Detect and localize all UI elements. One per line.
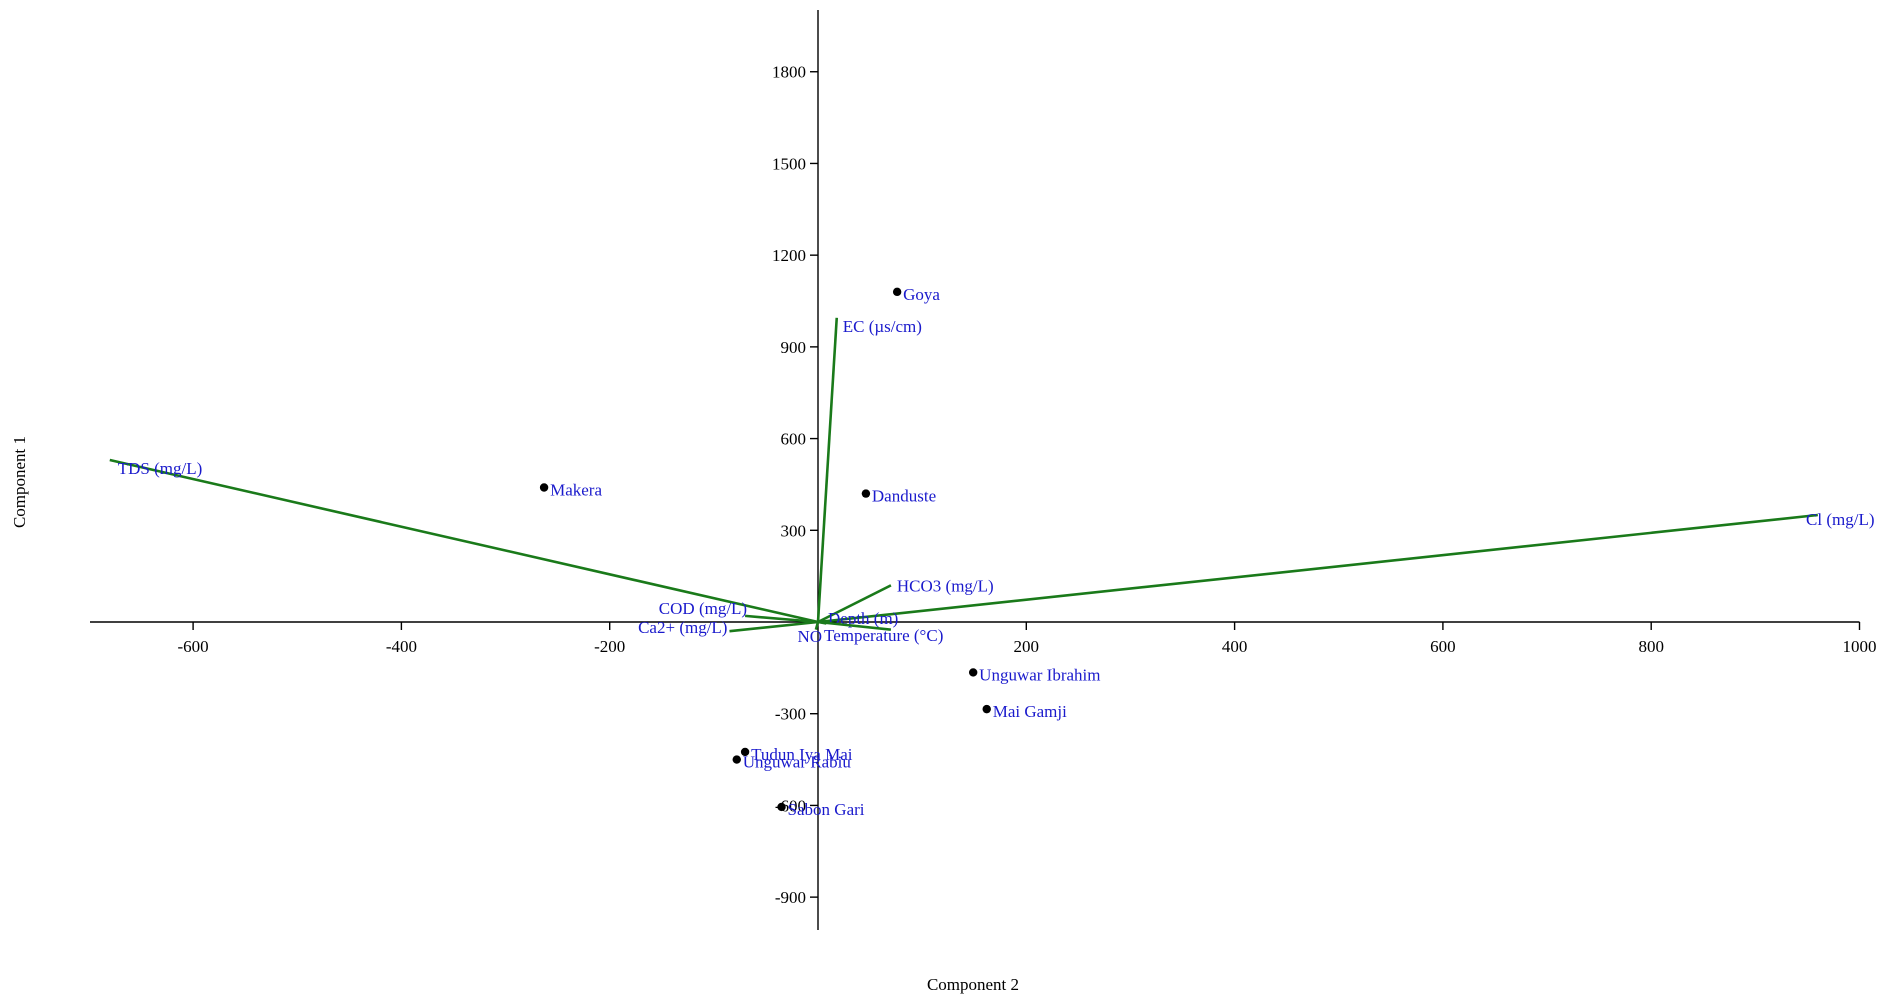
y-tick-label: 1800 — [772, 63, 806, 82]
loading-vectors: EC (µs/cm) TDS (mg/L) Cl (mg/L) HCO3 (mg/L)… — [109, 317, 1875, 646]
x-tick-label: 600 — [1430, 637, 1456, 656]
y-tick-label: 1500 — [772, 154, 806, 173]
score-point — [982, 704, 991, 714]
loading-vector — [744, 614, 819, 624]
x-tick-label: 400 — [1222, 637, 1248, 656]
loading-vector — [814, 621, 820, 630]
score-point — [740, 747, 750, 757]
loading-vector — [816, 317, 839, 623]
loading-vector — [817, 513, 1818, 624]
vector-label: EC (µs/cm) — [843, 317, 922, 336]
score-point — [539, 483, 549, 492]
point-label: Danduste — [872, 487, 936, 506]
vector-label: Depth (m) — [828, 609, 898, 628]
loading-vector — [109, 458, 819, 624]
y-tick-label: 900 — [781, 338, 807, 357]
y-tick-label: 600 — [781, 430, 807, 449]
point-label: Unguwar Rabiu — [743, 753, 852, 772]
point-label: Sabon Gari — [788, 800, 865, 819]
score-point — [892, 287, 902, 297]
vector-label: Cl (mg/L) — [1806, 510, 1874, 529]
loading-vector — [729, 620, 819, 633]
x-tick-label: 1000 — [1843, 637, 1877, 656]
score-point — [732, 755, 741, 764]
x-tick-label: -400 — [386, 637, 417, 656]
score-point — [861, 489, 871, 498]
vector-label: HCO3 (mg/L) — [897, 576, 994, 595]
x-tick-label: -600 — [178, 637, 209, 656]
y-tick-label: -900 — [775, 888, 806, 907]
x-ticks: -600 -400 -200 200 400 600 800 1000 — [178, 622, 1877, 656]
x-tick-label: 800 — [1638, 637, 1664, 656]
y-tick-label: 300 — [781, 521, 807, 540]
point-label: Unguwar Ibrahim — [979, 665, 1100, 684]
x-axis-title: Component 2 — [927, 975, 1019, 994]
y-axis-title: Component 1 — [10, 436, 29, 528]
x-tick-label: 200 — [1014, 637, 1040, 656]
x-tick-label: -200 — [594, 637, 625, 656]
vector-label: COD (mg/L) — [659, 599, 747, 618]
vector-label: TDS (mg/L) — [118, 459, 203, 478]
point-label: Mai Gamji — [993, 702, 1067, 721]
y-tick-label: -300 — [775, 705, 806, 724]
vector-label: Ca2+ (mg/L) — [638, 618, 727, 637]
loading-vector — [817, 620, 892, 631]
point-label: Tudun Iya Mai — [751, 745, 853, 764]
vector-label: NO — [797, 627, 822, 646]
score-point — [968, 668, 978, 677]
axes — [90, 10, 1860, 930]
score-point — [777, 802, 786, 812]
loading-vector — [817, 584, 892, 624]
point-label: Goya — [903, 285, 940, 304]
score-points: Goya Makera Danduste Unguwar Ibrahim Mai Gam… — [539, 285, 1101, 819]
point-label: Makera — [550, 480, 602, 499]
y-tick-label: 1200 — [772, 246, 806, 265]
vector-label: Temperature (°C) — [824, 626, 943, 645]
